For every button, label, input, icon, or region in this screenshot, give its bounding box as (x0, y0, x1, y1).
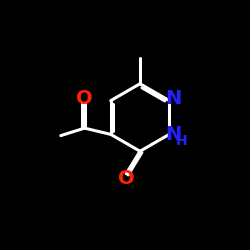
Text: N: N (165, 89, 181, 108)
Text: N: N (165, 125, 181, 144)
Text: H: H (176, 134, 188, 147)
Text: O: O (76, 89, 93, 108)
Text: O: O (118, 169, 134, 188)
